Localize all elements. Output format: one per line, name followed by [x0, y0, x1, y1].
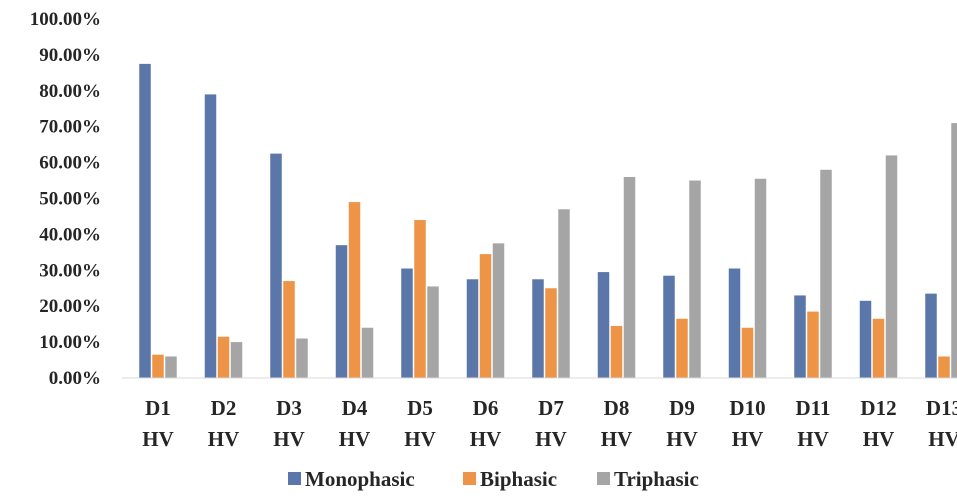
y-tick-label: 40.00%: [39, 224, 101, 245]
bar-triphasic-d1: [165, 356, 177, 378]
x-tick-label: HV: [797, 427, 829, 451]
x-tick-label: D10: [729, 396, 765, 420]
x-tick-label: D12: [860, 396, 896, 420]
bar-biphasic-d12: [872, 318, 885, 378]
bar-monophasic-d3: [270, 153, 282, 378]
legend-swatch-biphasic: [463, 472, 476, 485]
bar-monophasic-d9: [663, 275, 675, 378]
bar-monophasic-d4: [335, 245, 348, 378]
x-tick-label: D6: [473, 396, 499, 420]
legend-label-triphasic: Triphasic: [614, 467, 699, 491]
y-tick-label: 70.00%: [39, 117, 101, 138]
bar-biphasic-d9: [676, 318, 688, 378]
y-tick-label: 20.00%: [39, 296, 101, 317]
bar-biphasic-d5: [414, 220, 426, 378]
y-tick-label: 90.00%: [39, 45, 101, 66]
y-tick-label: 60.00%: [39, 153, 101, 174]
x-tick-label: HV: [208, 427, 240, 451]
bar-monophasic-d7: [532, 279, 544, 378]
bar-biphasic-d8: [610, 325, 623, 378]
y-tick-label: 10.00%: [39, 332, 101, 353]
y-tick-label: 100.00%: [30, 9, 101, 30]
bar-biphasic-d10: [741, 327, 754, 378]
x-tick-label: D1: [145, 396, 171, 420]
bar-biphasic-d2: [217, 336, 230, 378]
legend-swatch-monophasic: [288, 472, 301, 485]
x-tick-label: HV: [339, 427, 371, 451]
bar-triphasic-d11: [820, 169, 832, 378]
x-tick-label: HV: [601, 427, 633, 451]
bar-monophasic-d1: [139, 63, 151, 378]
bar-triphasic-d12: [885, 155, 898, 378]
bar-biphasic-d1: [152, 354, 164, 378]
y-tick-label: 30.00%: [39, 260, 101, 281]
bar-triphasic-d6: [492, 243, 505, 378]
legend-swatch-triphasic: [597, 472, 610, 485]
bar-monophasic-d8: [597, 272, 610, 378]
bar-monophasic-d12: [859, 300, 872, 378]
y-axis-ticks: 0.00% 10.00% 20.00% 30.00% 40.00% 50.00% 60.00…: [30, 9, 101, 389]
bar-monophasic-d10: [728, 268, 741, 378]
bar-monophasic-d2: [204, 94, 217, 378]
x-tick-label: HV: [142, 427, 174, 451]
x-tick-label: HV: [928, 427, 957, 451]
bar-triphasic-d2: [230, 342, 243, 378]
x-tick-label: D8: [604, 396, 630, 420]
bar-biphasic-d3: [283, 281, 295, 378]
x-tick-label: D7: [538, 396, 564, 420]
x-tick-label: D9: [669, 396, 695, 420]
bar-triphasic-d3: [296, 338, 308, 378]
x-tick-label: D11: [795, 396, 830, 420]
bars-area: [139, 63, 957, 378]
y-tick-label: 0.00%: [49, 368, 101, 389]
x-tick-label: HV: [666, 427, 698, 451]
bar-biphasic-d11: [807, 311, 819, 378]
bar-triphasic-d9: [689, 180, 701, 378]
x-tick-label: D3: [276, 396, 302, 420]
bar-triphasic-d4: [361, 327, 374, 378]
bar-monophasic-d11: [794, 295, 806, 378]
bar-monophasic-d5: [401, 268, 413, 378]
x-tick-label: HV: [273, 427, 305, 451]
bar-biphasic-d13: [938, 356, 950, 378]
x-tick-label: HV: [732, 427, 764, 451]
x-tick-label: D13: [926, 396, 957, 420]
bar-triphasic-d7: [558, 209, 570, 378]
x-tick-label: D5: [407, 396, 433, 420]
x-tick-label: HV: [535, 427, 567, 451]
bar-triphasic-d13: [951, 123, 957, 378]
bar-triphasic-d8: [623, 176, 636, 378]
bar-biphasic-d4: [348, 202, 361, 378]
legend-label-monophasic: Monophasic: [305, 467, 415, 491]
x-tick-label: D2: [211, 396, 237, 420]
legend-label-biphasic: Biphasic: [480, 467, 557, 491]
x-tick-label: HV: [863, 427, 895, 451]
bar-biphasic-d7: [545, 288, 557, 378]
x-axis-ticks: D1 HV D2 HV D3 HV D4 HV D5 HV D6 HV D7 HV D8 HV D9 HV D10 H…: [142, 396, 957, 451]
x-tick-label: D4: [342, 396, 368, 420]
legend: Monophasic Biphasic Triphasic: [288, 467, 699, 491]
x-tick-label: HV: [404, 427, 436, 451]
bar-monophasic-d6: [466, 279, 479, 378]
bar-monophasic-d13: [925, 293, 937, 378]
y-tick-label: 80.00%: [39, 81, 101, 102]
y-tick-label: 50.00%: [39, 189, 101, 210]
bar-triphasic-d10: [754, 178, 767, 378]
bar-biphasic-d6: [479, 254, 492, 378]
x-tick-label: HV: [470, 427, 502, 451]
bar-triphasic-d5: [427, 286, 439, 378]
